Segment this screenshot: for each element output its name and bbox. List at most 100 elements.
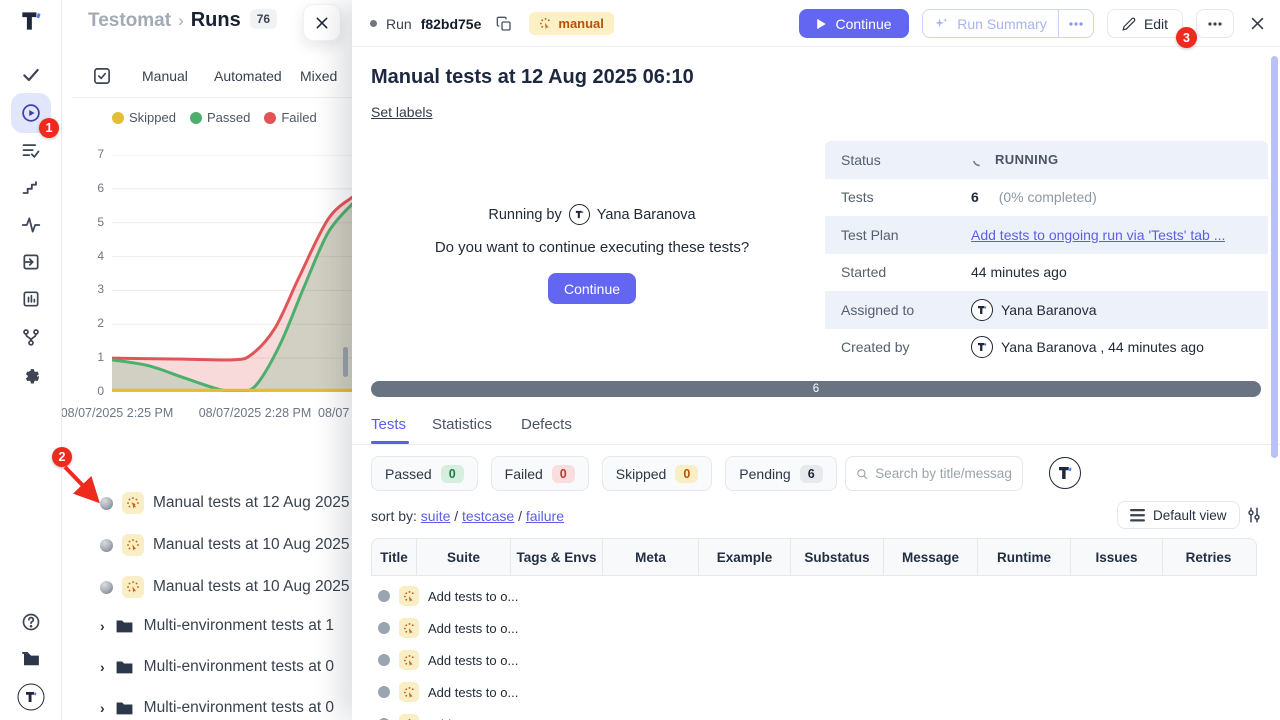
sort-link-suite[interactable]: suite bbox=[420, 508, 451, 524]
column-header-message[interactable]: Message bbox=[884, 539, 978, 575]
continue-prompt-button[interactable]: Continue bbox=[548, 273, 636, 304]
column-header-title[interactable]: Title bbox=[372, 539, 417, 575]
filter-count-badge: 0 bbox=[675, 464, 699, 483]
continue-button[interactable]: Continue bbox=[799, 9, 909, 38]
run-id: f82bd75e bbox=[420, 15, 482, 32]
view-settings-icon[interactable] bbox=[1245, 506, 1263, 529]
run-status-sphere-icon bbox=[100, 538, 113, 552]
test-row[interactable]: Add tests to o... bbox=[371, 644, 1257, 676]
tab-statistics[interactable]: Statistics bbox=[432, 416, 493, 433]
run-summary-more-button[interactable] bbox=[1058, 9, 1094, 38]
sidebar-item-settings[interactable] bbox=[21, 364, 42, 385]
chevron-right-icon[interactable]: › bbox=[100, 659, 105, 675]
filter-passed[interactable]: Passed 0 bbox=[371, 456, 478, 491]
select-runs-icon[interactable] bbox=[93, 67, 112, 86]
column-header-meta[interactable]: Meta bbox=[603, 539, 699, 575]
column-header-suite[interactable]: Suite bbox=[417, 539, 511, 575]
tab-defects[interactable]: Defects bbox=[521, 416, 572, 433]
run-group-item[interactable]: › Multi-environment tests at 0 bbox=[100, 699, 334, 717]
test-row[interactable]: Add tests to o... bbox=[371, 708, 1257, 720]
sidebar-item-checks[interactable] bbox=[21, 65, 41, 85]
tab-tests[interactable]: Tests bbox=[371, 416, 407, 433]
run-item-label[interactable]: Manual tests at 10 Aug 2025 bbox=[153, 536, 350, 553]
run-summary-button[interactable]: Run Summary bbox=[922, 9, 1058, 38]
sidebar-item-branches[interactable] bbox=[21, 327, 41, 347]
test-title[interactable]: Add tests to o... bbox=[428, 588, 519, 604]
edit-button-label: Edit bbox=[1143, 15, 1169, 32]
chevron-right-icon[interactable]: › bbox=[100, 700, 105, 716]
sidebar-item-steps[interactable] bbox=[21, 178, 41, 198]
sidebar-item-reports[interactable] bbox=[21, 289, 41, 309]
breadcrumb-app[interactable]: Testomat bbox=[88, 9, 172, 31]
column-header-issues[interactable]: Issues bbox=[1071, 539, 1163, 575]
test-status-dot bbox=[378, 686, 390, 698]
test-plan-link[interactable]: Add tests to ongoing run via 'Tests' tab… bbox=[971, 226, 1226, 243]
test-row[interactable]: Add tests to o... bbox=[371, 580, 1257, 612]
breadcrumb-section[interactable]: Runs bbox=[190, 9, 241, 31]
x-axis-tick: 08/07 bbox=[318, 406, 350, 420]
run-status-sphere-icon bbox=[100, 580, 113, 594]
user-avatar[interactable] bbox=[17, 683, 45, 711]
tests-note: (0% completed) bbox=[998, 189, 1097, 206]
set-labels-link[interactable]: Set labels bbox=[371, 104, 433, 120]
annotation-badge-1: 1 bbox=[39, 118, 59, 138]
filter-user-avatar[interactable] bbox=[1049, 457, 1081, 489]
filter-failed[interactable]: Failed 0 bbox=[490, 456, 589, 491]
y-axis-tick: 5 bbox=[97, 214, 104, 229]
sidebar-item-testcases[interactable] bbox=[21, 141, 41, 161]
filter-skipped[interactable]: Skipped 0 bbox=[601, 456, 713, 491]
column-header-substatus[interactable]: Substatus bbox=[791, 539, 884, 575]
column-header-tags-envs[interactable]: Tags & Envs bbox=[511, 539, 603, 575]
panel-header: Run f82bd75e manual Continue bbox=[352, 0, 1280, 47]
test-title[interactable]: Add tests to o... bbox=[428, 684, 519, 700]
run-item-label[interactable]: Manual tests at 10 Aug 2025 bbox=[153, 578, 350, 595]
test-title[interactable]: Add tests to o... bbox=[428, 620, 519, 636]
test-row[interactable]: Add tests to o... bbox=[371, 676, 1257, 708]
tab-manual[interactable]: Manual bbox=[142, 68, 188, 84]
default-view-button[interactable]: Default view bbox=[1117, 501, 1240, 529]
docs-folder-icon[interactable] bbox=[21, 650, 42, 668]
play-circle-icon[interactable] bbox=[21, 103, 42, 124]
edit-button[interactable]: Edit bbox=[1107, 9, 1183, 38]
panel-scrollbar-thumb[interactable] bbox=[1271, 56, 1278, 458]
column-header-retries[interactable]: Retries bbox=[1185, 549, 1232, 565]
run-list-item[interactable]: Manual tests at 12 Aug 2025 bbox=[100, 492, 349, 514]
page-scrollbar-thumb[interactable] bbox=[343, 347, 348, 377]
run-group-label[interactable]: Multi-environment tests at 0 bbox=[143, 658, 335, 675]
more-actions-button[interactable] bbox=[1196, 9, 1234, 38]
progress-bar: 6 bbox=[371, 381, 1261, 397]
run-group-item[interactable]: › Multi-environment tests at 1 bbox=[100, 617, 334, 635]
chevron-right-icon[interactable]: › bbox=[100, 618, 105, 634]
run-group-item[interactable]: › Multi-environment tests at 0 bbox=[100, 658, 334, 676]
sort-link-testcase[interactable]: testcase bbox=[462, 508, 515, 524]
run-group-label[interactable]: Multi-environment tests at 0 bbox=[143, 699, 335, 716]
test-title[interactable]: Add tests to o... bbox=[428, 652, 519, 668]
test-title[interactable]: Add tests to o... bbox=[428, 717, 518, 720]
list-close-button[interactable] bbox=[303, 4, 341, 41]
column-header-example[interactable]: Example bbox=[699, 539, 791, 575]
runs-area-chart bbox=[112, 155, 352, 392]
run-title: Manual tests at 12 Aug 2025 06:10 bbox=[371, 66, 694, 88]
copy-icon[interactable] bbox=[496, 16, 512, 32]
sidebar-item-import[interactable] bbox=[21, 252, 41, 272]
info-row-assigned: Assigned to Yana Baranova bbox=[825, 291, 1268, 329]
run-item-label[interactable]: Manual tests at 12 Aug 2025 bbox=[153, 494, 350, 511]
run-list-item[interactable]: Manual tests at 10 Aug 2025 bbox=[100, 534, 349, 556]
filter-pending[interactable]: Pending 6 bbox=[725, 456, 837, 491]
panel-close-button[interactable] bbox=[1249, 15, 1266, 32]
test-row[interactable]: Add tests to o... bbox=[371, 612, 1257, 644]
creator-name: Yana Baranova , 44 minutes ago bbox=[1001, 339, 1204, 356]
help-icon[interactable] bbox=[21, 612, 41, 632]
tab-mixed[interactable]: Mixed bbox=[300, 68, 338, 84]
annotation-badge-3: 3 bbox=[1176, 27, 1197, 48]
sidebar-item-activity[interactable] bbox=[21, 215, 41, 235]
search-input[interactable] bbox=[875, 466, 1012, 481]
run-list-item[interactable]: Manual tests at 10 Aug 2025 bbox=[100, 576, 349, 598]
testomat-logo-icon[interactable] bbox=[18, 8, 44, 34]
tab-automated[interactable]: Automated bbox=[214, 68, 282, 84]
sort-link-failure[interactable]: failure bbox=[525, 508, 564, 524]
column-header-runtime[interactable]: Runtime bbox=[978, 539, 1071, 575]
run-summary-split-button: Run Summary bbox=[922, 9, 1094, 38]
run-group-label[interactable]: Multi-environment tests at 1 bbox=[143, 617, 335, 634]
search-box bbox=[845, 456, 1023, 491]
